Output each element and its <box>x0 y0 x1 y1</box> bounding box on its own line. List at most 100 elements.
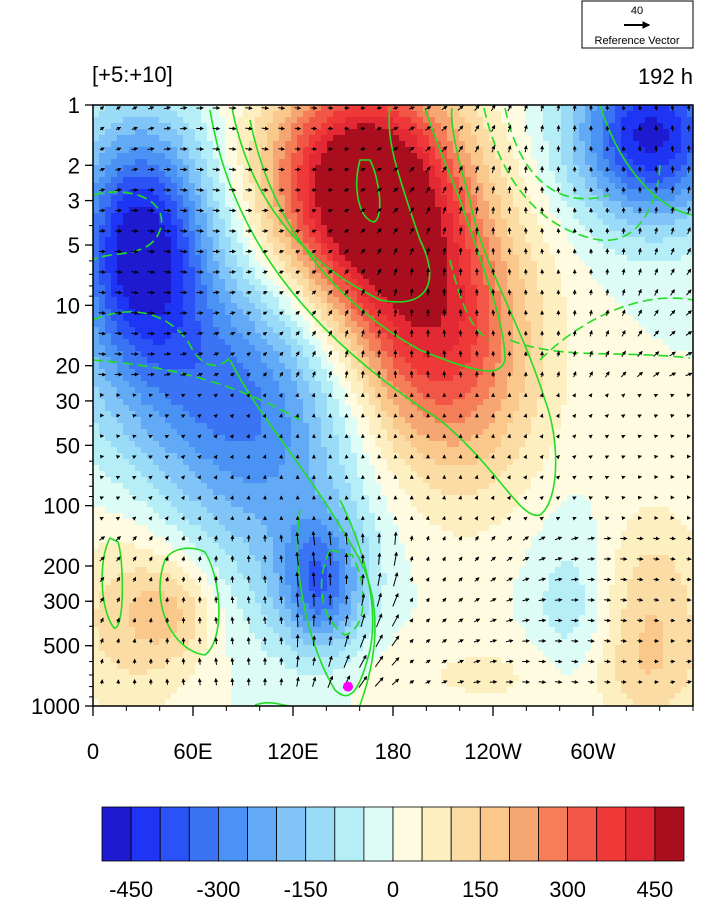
heatmap-cell <box>381 363 388 370</box>
heatmap-cell <box>531 387 538 394</box>
heatmap-cell <box>381 327 388 334</box>
heatmap-cell <box>93 273 100 280</box>
heatmap-cell <box>399 369 406 376</box>
heatmap-cell <box>381 303 388 310</box>
heatmap-cell <box>525 327 532 334</box>
heatmap-cell <box>189 249 196 256</box>
heatmap-cell <box>567 177 574 184</box>
heatmap-cell <box>291 231 298 238</box>
heatmap-cell <box>177 333 184 340</box>
heatmap-cell <box>561 183 568 190</box>
heatmap-cell <box>633 303 640 310</box>
heatmap-cell <box>549 147 556 154</box>
heatmap-cell <box>255 135 262 142</box>
heatmap-cell <box>591 255 598 262</box>
heatmap-cell <box>651 309 658 316</box>
heatmap-cell <box>177 237 184 244</box>
heatmap-cell <box>219 399 226 406</box>
heatmap-cell <box>549 213 556 220</box>
heatmap-cell <box>147 201 154 208</box>
heatmap-cell <box>387 207 394 214</box>
heatmap-cell <box>381 333 388 340</box>
heatmap-cell <box>225 183 232 190</box>
heatmap-cell <box>633 135 640 142</box>
heatmap-cell <box>315 135 322 142</box>
heatmap-cell <box>603 225 610 232</box>
heatmap-cell <box>219 315 226 322</box>
heatmap-cell <box>603 141 610 148</box>
heatmap-cell <box>297 303 304 310</box>
heatmap-cell <box>435 315 442 322</box>
heatmap-cell <box>153 129 160 136</box>
heatmap-cell <box>435 159 442 166</box>
heatmap-cell <box>285 267 292 274</box>
heatmap-cell <box>687 369 693 376</box>
heatmap-cell <box>627 135 634 142</box>
heatmap-cell <box>441 381 448 388</box>
heatmap-cell <box>141 123 148 130</box>
heatmap-cell <box>411 375 418 382</box>
heatmap-cell <box>261 123 268 130</box>
heatmap-cell <box>525 357 532 364</box>
heatmap-cell <box>507 315 514 322</box>
heatmap-cell <box>543 171 550 178</box>
heatmap-cell <box>657 141 664 148</box>
heatmap-cell <box>291 207 298 214</box>
heatmap-cell <box>321 273 328 280</box>
heatmap-cell <box>597 243 604 250</box>
heatmap-cell <box>243 399 250 406</box>
heatmap-cell <box>609 279 616 286</box>
heatmap-cell <box>363 393 370 400</box>
heatmap-cell <box>177 195 184 202</box>
heatmap-cell <box>387 147 394 154</box>
heatmap-cell <box>375 381 382 388</box>
heatmap-cell <box>549 225 556 232</box>
heatmap-cell <box>453 363 460 370</box>
heatmap-cell <box>657 315 664 322</box>
heatmap-cell <box>135 141 142 148</box>
heatmap-cell <box>459 153 466 160</box>
heatmap-cell <box>477 231 484 238</box>
heatmap-cell <box>285 387 292 394</box>
heatmap-cell <box>315 351 322 358</box>
heatmap-cell <box>327 381 334 388</box>
heatmap-cell <box>441 321 448 328</box>
heatmap-cell <box>495 297 502 304</box>
heatmap-cell <box>201 315 208 322</box>
heatmap-cell <box>591 267 598 274</box>
heatmap-cell <box>285 303 292 310</box>
heatmap-cell <box>279 399 286 406</box>
heatmap-cell <box>141 165 148 172</box>
heatmap-cell <box>525 231 532 238</box>
heatmap-cell <box>417 231 424 238</box>
heatmap-cell <box>123 219 130 226</box>
heatmap-cell <box>597 273 604 280</box>
heatmap-cell <box>201 255 208 262</box>
heatmap-cell <box>681 303 688 310</box>
heatmap-cell <box>447 249 454 256</box>
heatmap-cell <box>303 249 310 256</box>
heatmap-cell <box>309 399 316 406</box>
heatmap-cell <box>141 345 148 352</box>
heatmap-cell <box>405 309 412 316</box>
heatmap-cell <box>531 123 538 130</box>
heatmap-cell <box>657 303 664 310</box>
heatmap-cell <box>663 381 670 388</box>
heatmap-cell <box>297 183 304 190</box>
heatmap-cell <box>321 285 328 292</box>
heatmap-cell <box>159 273 166 280</box>
heatmap-cell <box>117 357 124 364</box>
heatmap-cell <box>405 183 412 190</box>
heatmap-cell <box>375 255 382 262</box>
heatmap-cell <box>333 243 340 250</box>
heatmap-cell <box>177 111 184 118</box>
heatmap-cell <box>141 291 148 298</box>
heatmap-cell <box>249 153 256 160</box>
heatmap-cell <box>231 111 238 118</box>
heatmap-cell <box>669 387 676 394</box>
heatmap-cell <box>657 321 664 328</box>
heatmap-cell <box>621 153 628 160</box>
heatmap-cell <box>369 345 376 352</box>
heatmap-cell <box>399 141 406 148</box>
heatmap-cell <box>453 111 460 118</box>
